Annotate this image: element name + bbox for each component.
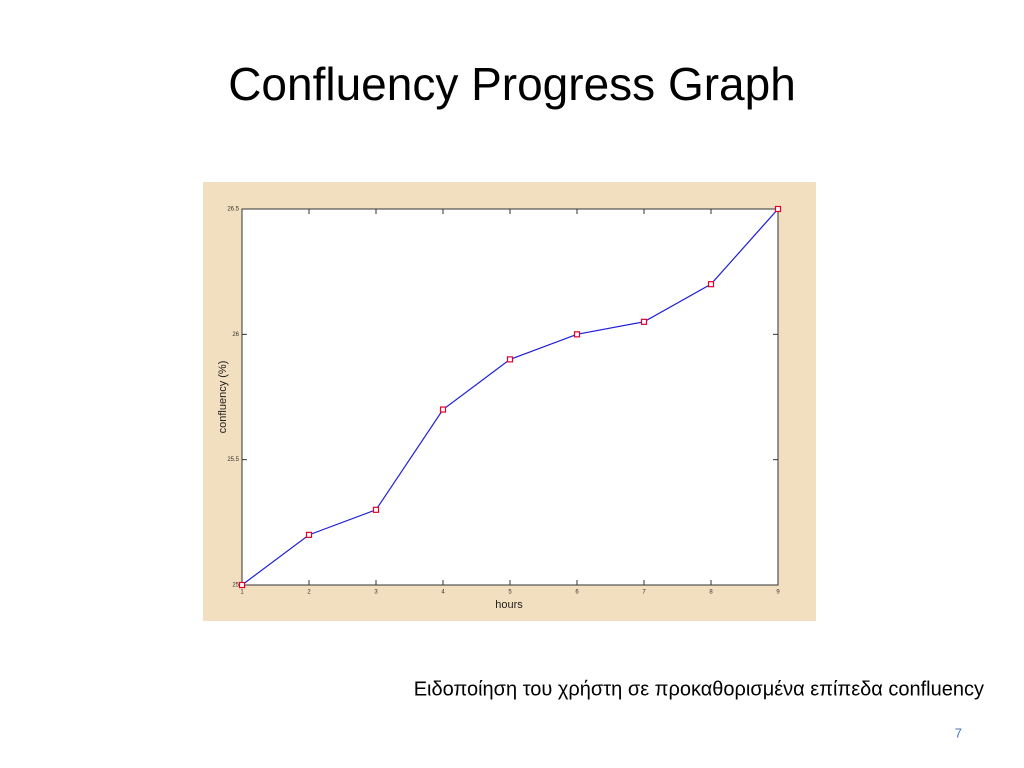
y-tick-label: 26.5 xyxy=(227,207,239,213)
x-tick-label: 3 xyxy=(374,590,378,596)
x-tick-label: 5 xyxy=(508,590,512,596)
y-axis-label: confluency (%) xyxy=(217,361,229,434)
slide-title: Confluency Progress Graph xyxy=(228,58,796,110)
slide-caption: Ειδοποίηση του χρήστη σε προκαθορισμένα … xyxy=(414,678,984,700)
x-tick-label: 4 xyxy=(441,590,445,596)
data-point xyxy=(774,205,782,213)
data-point xyxy=(305,531,313,538)
x-tick-label: 8 xyxy=(709,590,713,596)
page-number: 7 xyxy=(955,725,962,740)
y-tick-label: 25.5 xyxy=(227,457,239,463)
data-point xyxy=(439,406,447,413)
data-point xyxy=(707,281,715,288)
x-tick-label: 7 xyxy=(642,590,646,596)
data-point xyxy=(506,356,514,363)
x-tick-label: 1 xyxy=(240,590,244,596)
data-point xyxy=(573,331,581,338)
x-tick-label: 9 xyxy=(776,590,780,596)
x-tick-label: 6 xyxy=(575,590,579,596)
data-point xyxy=(640,318,648,325)
data-point xyxy=(372,506,380,513)
plot-area xyxy=(241,208,779,586)
y-tick-label: 25 xyxy=(232,583,239,589)
x-axis-label: hours xyxy=(495,599,523,611)
data-point xyxy=(238,581,246,589)
x-tick-label: 2 xyxy=(307,590,311,596)
y-tick-label: 26 xyxy=(232,332,239,338)
